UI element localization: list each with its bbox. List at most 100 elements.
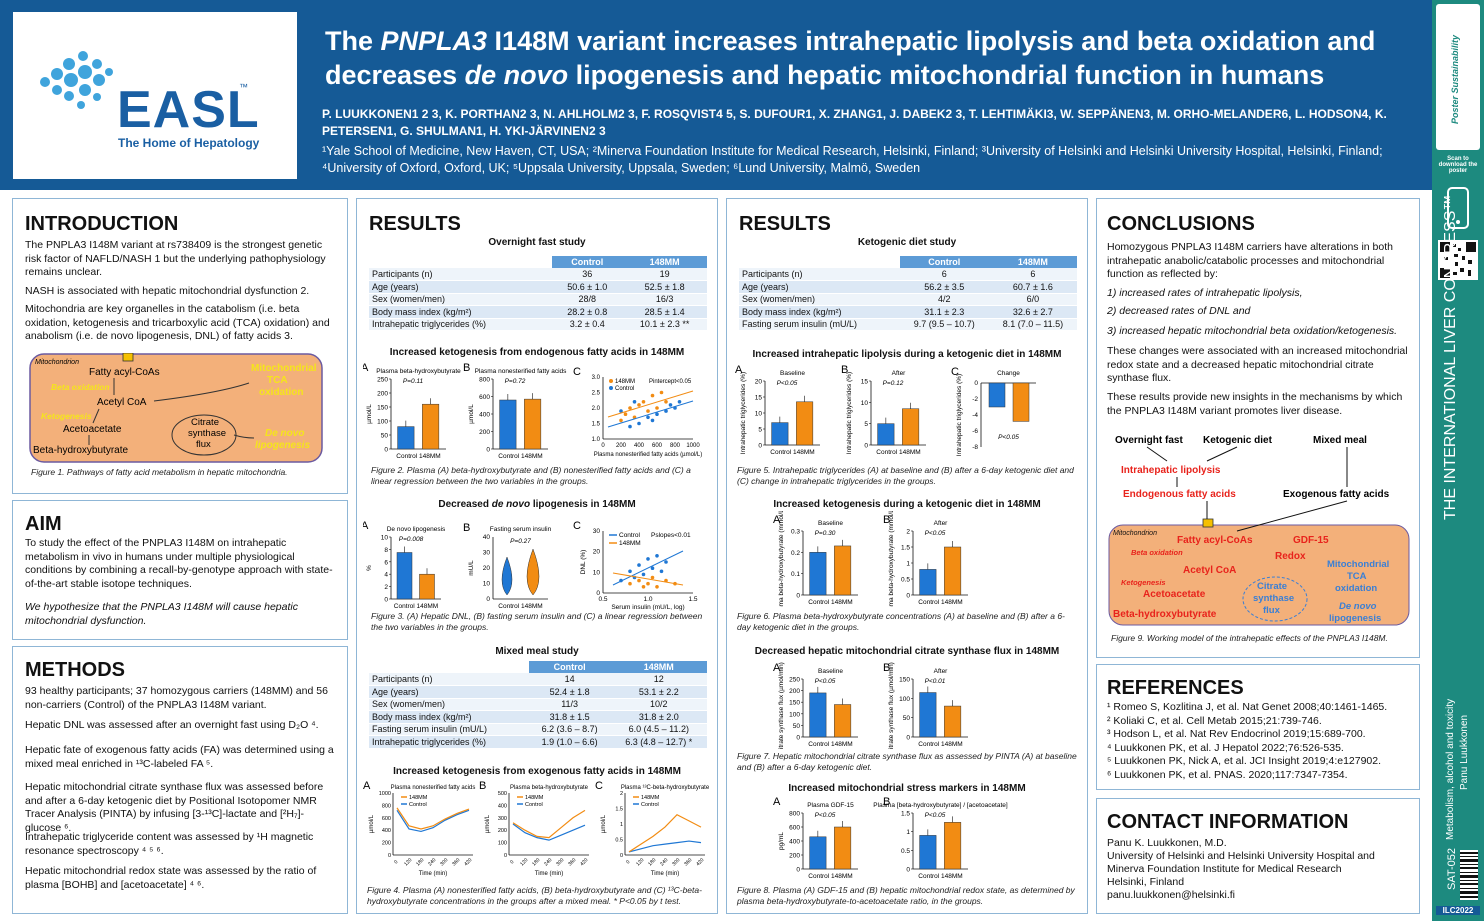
y-tick-label: 1 [906, 561, 910, 568]
easl-logo: EASL ™ The Home of Hepatology [13, 12, 297, 179]
panel-letter: C [573, 366, 581, 378]
svg-text:Beta-hydroxybutyrate: Beta-hydroxybutyrate [33, 445, 128, 456]
authors: P. LUUKKONEN1 2 3, K. PORTHAN2 3, N. AHL… [322, 107, 1387, 138]
panel-title: Baseline [818, 668, 843, 675]
fig8-caption: Figure 8. Plasma (A) GDF-15 and (B) hepa… [737, 885, 1075, 906]
contact-email[interactable]: panu.luukkonen@helsinki.fi [1107, 889, 1235, 901]
panel-letter: C [951, 366, 959, 378]
x-tick-label: 120 [403, 857, 413, 867]
y-tick-label: 0 [906, 593, 910, 600]
y-tick-label: 1.5 [615, 807, 623, 813]
x-tick-label: 0.5 [598, 596, 607, 603]
y-tick-label: 600 [382, 816, 391, 822]
table-header [369, 256, 552, 268]
svg-text:Endogenous fatty acids: Endogenous fatty acids [1123, 489, 1236, 500]
point-148mm [637, 403, 641, 407]
svg-text:Beta oxidation: Beta oxidation [51, 382, 110, 392]
x-tick-label: 400 [634, 443, 645, 449]
table-cell: 3.2 ± 0.4 [552, 318, 623, 331]
y-tick-label: 50 [381, 433, 389, 440]
point-control [668, 403, 673, 407]
y-axis-label: % [366, 565, 373, 571]
point-control [664, 560, 668, 564]
y-tick-label: 0 [796, 735, 800, 742]
x-category-labels: Control 148MM [808, 599, 852, 606]
y-tick-label: 30 [593, 528, 601, 535]
table2-mixed-meal: Control 148MM Participants (n) 14 12 Age (yea… [369, 661, 707, 749]
panel-letter: C [573, 520, 581, 532]
p-value: P=0.008 [399, 536, 424, 543]
point-control [628, 569, 632, 574]
point-control [628, 424, 632, 429]
x-tick-label: 1.0 [643, 596, 652, 603]
svg-text:De novo: De novo [265, 428, 304, 439]
x-category-labels: Control 148MM [918, 599, 962, 606]
point-148mm [655, 406, 659, 410]
qr-code-icon[interactable] [1438, 240, 1478, 280]
x-category-labels: Control 148MM [498, 453, 542, 459]
x-tick-label: 360 [567, 857, 577, 867]
bar-148mm [1012, 382, 1030, 422]
contact-heading: CONTACT INFORMATION [1107, 811, 1349, 833]
point-control [650, 418, 655, 423]
table-row: Sex (women/men) 4/2 6/0 [739, 293, 1077, 306]
x-tick-label: 420 [695, 857, 705, 867]
bar-148mm [419, 573, 435, 600]
svg-text:flux: flux [196, 439, 211, 450]
y-tick-label: 0.5 [615, 838, 623, 844]
introduction-panel: INTRODUCTION The PNPLA3 I148M variant at… [12, 198, 348, 494]
y-tick-label: 500 [498, 791, 507, 797]
table-cell: 19 [622, 268, 707, 281]
table-cell: 6 [899, 268, 989, 281]
reference-2: ² Koliaki C, et al. Cell Metab 2015;21:7… [1107, 714, 1322, 727]
x-tick-label: 800 [670, 443, 681, 449]
y-tick-label: 8 [384, 547, 388, 554]
y-tick-label: 3.0 [592, 375, 601, 381]
intro-p2: NASH is associated with hepatic mitochon… [25, 285, 310, 297]
p-value: P<0.01 [925, 678, 946, 685]
panel-title: Plasma nonesterified fatty acids [475, 368, 568, 375]
svg-text:TCA: TCA [267, 375, 288, 386]
bar-148mm [834, 704, 852, 738]
methods-item-4: Hepatic mitochondrial citrate synthase f… [25, 781, 324, 834]
x-tick-label: 1000 [686, 443, 700, 449]
x-tick-label: 1.5 [688, 596, 697, 603]
point-148mm [659, 390, 664, 395]
fig5-title: Increased intrahepatic lipolysis during … [752, 349, 1062, 360]
panel-letter: B [479, 780, 486, 792]
bar-148mm [834, 826, 852, 870]
legend-148mm: 148MM [525, 795, 544, 801]
figure4-charts: A Plasma nonesterified fatty acids0200400… [363, 780, 710, 877]
y-tick-label: 100 [498, 841, 507, 847]
table-cell: Intrahepatic triglycerides (%) [369, 318, 553, 331]
table1-title: Overnight fast study [488, 237, 586, 248]
point-148mm [646, 581, 650, 586]
p-value: P<0.05 [815, 812, 836, 819]
svg-text:lipogenesis: lipogenesis [1329, 613, 1381, 624]
y-axis-label: Plasma beta-hydroxybutyrate (mmol/L) [888, 511, 895, 607]
conclusions-panel: CONCLUSIONS Homozygous PNPLA3 I148M carr… [1096, 198, 1420, 658]
p-value: Pintercept<0.05 [649, 379, 692, 385]
legend-148mm: 148MM [409, 795, 428, 801]
fig7-title: Decreased hepatic mitochondrial citrate … [754, 646, 1060, 657]
svg-text:synthase: synthase [188, 428, 226, 439]
panel-letter: A [363, 362, 369, 374]
legend-control: Control [525, 802, 543, 808]
figure5-charts: 0 5 10 15 20 Baseline P<0.05 Control 148MM Intra… [735, 364, 1036, 456]
svg-text:TCA: TCA [1347, 571, 1367, 582]
x-tick-label: 420 [463, 857, 473, 867]
table-cell: 12 [610, 673, 707, 686]
table-cell: Participants (n) [369, 268, 553, 281]
y-tick-label: 1000 [379, 791, 391, 797]
aim-heading: AIM [25, 513, 62, 535]
y-tick-label: 30 [483, 550, 491, 557]
y-axis-label: µmol/L [366, 404, 373, 424]
panel-letter: B [463, 522, 470, 534]
contact-name: Panu K. Luukkonen, M.D. [1107, 837, 1227, 849]
svg-text:Intrahepatic lipolysis: Intrahepatic lipolysis [1121, 465, 1221, 476]
y-tick-label: 50 [793, 723, 801, 730]
panel-title: Plasma ¹³C-beta-hydroxybutyrate [621, 785, 710, 791]
y-tick-label: 100 [377, 419, 388, 426]
panel-letter: A [363, 780, 371, 792]
y-tick-label: 250 [789, 677, 800, 684]
